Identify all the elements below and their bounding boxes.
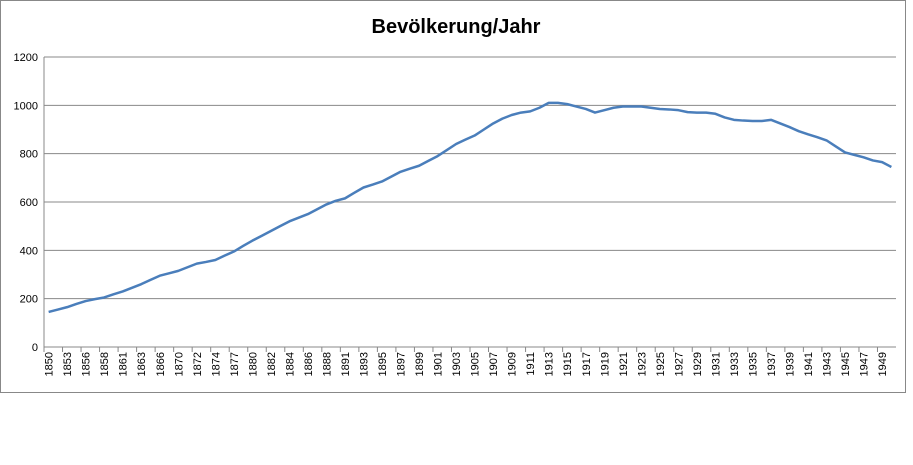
x-tick-label: 1870 <box>173 352 185 376</box>
x-tick-label: 1917 <box>581 352 593 376</box>
x-tick-label: 1931 <box>710 352 722 376</box>
x-tick-label: 1937 <box>766 352 778 376</box>
chart-frame <box>0 0 906 393</box>
x-tick-label: 1872 <box>192 352 204 376</box>
x-tick-label: 1903 <box>451 352 463 376</box>
x-tick-label: 1943 <box>822 352 834 376</box>
x-tick-label: 1941 <box>803 352 815 376</box>
x-tick-label: 1923 <box>636 352 648 376</box>
chart-title: Bevölkerung/Jahr <box>372 16 541 38</box>
x-tick-label: 1856 <box>81 352 93 376</box>
x-tick-label: 1897 <box>396 352 408 376</box>
x-tick-label: 1858 <box>99 352 111 376</box>
x-tick-label: 1929 <box>692 352 704 376</box>
y-tick-label: 0 <box>32 342 38 354</box>
x-tick-label: 1911 <box>525 352 537 376</box>
x-tick-label: 1863 <box>136 352 148 376</box>
x-tick-label: 1861 <box>118 352 130 376</box>
x-tick-label: 1921 <box>618 352 630 376</box>
data-line <box>48 101 892 314</box>
y-tick-label: 1000 <box>14 100 38 112</box>
x-tick-label: 1893 <box>359 352 371 376</box>
y-tick-label: 400 <box>20 245 38 257</box>
x-tick-label: 1866 <box>155 352 167 376</box>
y-tick-label: 200 <box>20 294 38 306</box>
x-tick-label: 1877 <box>229 352 241 376</box>
x-tick-label: 1884 <box>284 352 296 376</box>
x-tick-label: 1945 <box>840 352 852 376</box>
x-tick-label: 1895 <box>377 352 389 376</box>
x-tick-label: 1913 <box>544 352 556 376</box>
y-tick-label: 800 <box>20 149 38 161</box>
x-tick-label: 1882 <box>266 352 278 376</box>
y-tick-label: 600 <box>20 197 38 209</box>
x-tick-label: 1874 <box>210 352 222 376</box>
x-tick-label: 1901 <box>433 352 445 376</box>
x-tick-label: 1935 <box>747 352 759 376</box>
x-tick-label: 1886 <box>303 352 315 376</box>
x-tick-label: 1909 <box>507 352 519 376</box>
x-tick-label: 1899 <box>414 352 426 376</box>
y-tick-label: 1200 <box>14 52 38 64</box>
x-tick-label: 1947 <box>859 352 871 376</box>
x-tick-label: 1880 <box>247 352 259 376</box>
x-tick-label: 1905 <box>470 352 482 376</box>
x-tick-label: 1927 <box>673 352 685 376</box>
x-tick-label: 1915 <box>562 352 574 376</box>
x-tick-label: 1949 <box>877 352 889 376</box>
x-tick-label: 1925 <box>655 352 667 376</box>
x-tick-label: 1888 <box>321 352 333 376</box>
x-tick-label: 1919 <box>599 352 611 376</box>
x-tick-label: 1853 <box>62 352 74 376</box>
x-tick-label: 1939 <box>785 352 797 376</box>
x-tick-label: 1933 <box>729 352 741 376</box>
x-tick-label: 1850 <box>44 352 56 376</box>
x-tick-label: 1891 <box>340 352 352 376</box>
x-tick-label: 1907 <box>488 352 500 376</box>
